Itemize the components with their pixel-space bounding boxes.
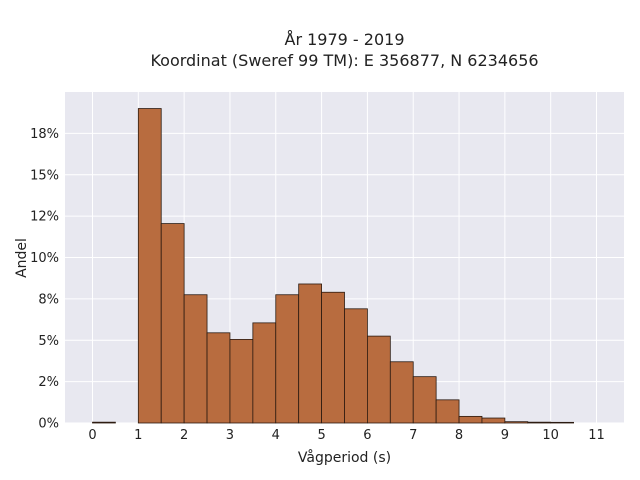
y-tick-label: 18% [30, 127, 59, 142]
histogram-bar [367, 335, 391, 424]
bars [92, 108, 574, 424]
y-tick-label: 8% [38, 292, 59, 307]
histogram-bar [183, 294, 208, 424]
histogram-bar [252, 322, 277, 424]
x-tick-label: 8 [455, 428, 463, 443]
histogram-bar [92, 421, 116, 424]
histogram-bar [160, 223, 185, 424]
chart-title-line2: Koordinat (Sweref 99 TM): E 356877, N 62… [150, 51, 538, 70]
x-tick-label: 4 [272, 428, 280, 443]
histogram-bar [344, 308, 368, 424]
x-tick-label: 11 [588, 428, 605, 443]
histogram-bar [275, 294, 300, 424]
y-tick-label: 5% [38, 334, 59, 349]
x-tick-label: 7 [409, 428, 417, 443]
y-tick-label: 15% [30, 168, 59, 183]
y-tick-label: 2% [38, 375, 59, 390]
x-ticks: 0 1 2 3 4 5 6 7 8 9 10 11 [88, 428, 604, 443]
histogram-bar [206, 332, 231, 424]
y-ticks: 0% 2% 5% 8% 10% 12% 15% 18% [30, 127, 59, 432]
x-tick-label: 3 [226, 428, 234, 443]
y-tick-label: 0% [38, 417, 59, 432]
histogram-bar [229, 339, 254, 424]
x-tick-label: 9 [501, 428, 509, 443]
histogram-bar [527, 421, 552, 424]
histogram-bar [435, 399, 460, 424]
histogram-bar [389, 361, 414, 424]
histogram-bar [298, 283, 322, 424]
histogram-bar [550, 421, 574, 424]
histogram-bar [481, 417, 506, 424]
x-tick-label: 10 [542, 428, 559, 443]
histogram-bar [504, 421, 529, 424]
y-axis-label: Andel [14, 238, 30, 278]
x-axis-label: Vågperiod (s) [298, 449, 391, 466]
histogram-bar [412, 376, 437, 424]
x-tick-label: 6 [363, 428, 371, 443]
histogram-bar [137, 108, 162, 424]
x-tick-label: 5 [317, 428, 325, 443]
chart-title-line1: År 1979 - 2019 [285, 30, 405, 49]
y-tick-label: 12% [30, 210, 59, 225]
y-tick-label: 10% [30, 251, 59, 266]
x-tick-label: 0 [88, 428, 96, 443]
histogram-bar [458, 415, 483, 424]
x-tick-label: 2 [180, 428, 188, 443]
x-tick-label: 1 [134, 428, 142, 443]
histogram-bar [321, 291, 345, 424]
